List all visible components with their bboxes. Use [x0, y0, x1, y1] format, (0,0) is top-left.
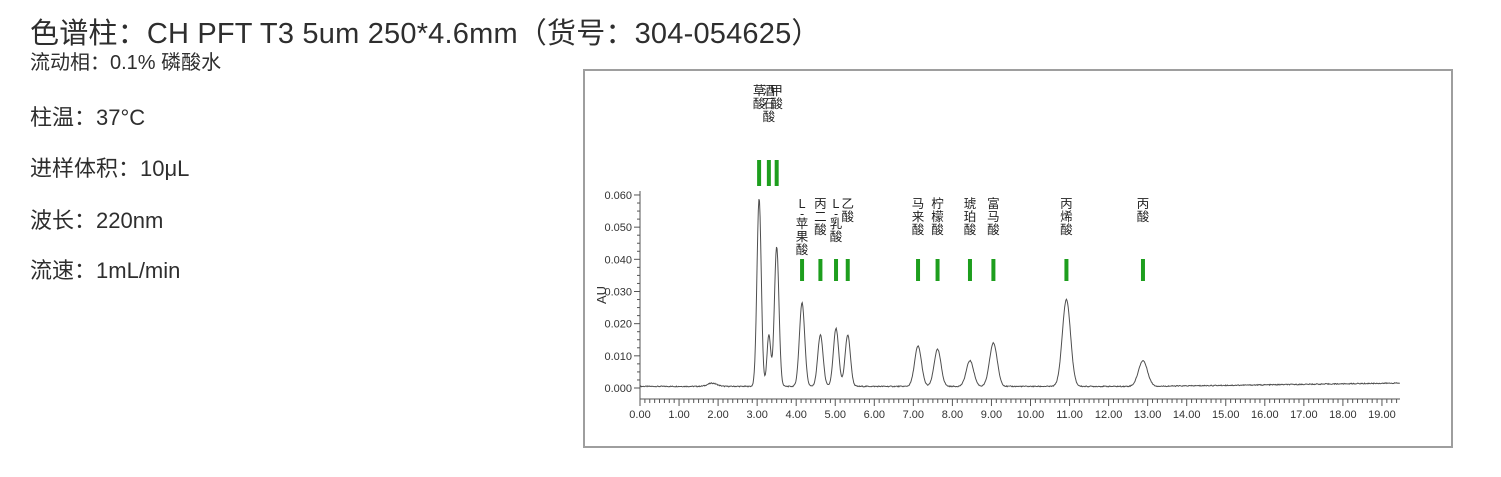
x-tick-label: 9.00: [981, 409, 1002, 421]
peak-label: 甲酸: [770, 84, 783, 111]
peak-label: 草酸: [753, 84, 766, 111]
peak-label: 乙酸: [841, 197, 854, 224]
peak-label: 丙二酸: [814, 197, 827, 237]
chromatogram-plot-area: 0.000 0.010 0.020 0.030 0.040 0.050 0.060 AU 0.0…: [585, 71, 1451, 446]
param-column-temp-value: 37°C: [96, 105, 146, 130]
peak-label: L -苹果酸: [796, 197, 809, 257]
peak-label: 琥珀酸: [964, 197, 977, 237]
x-tick-label: 13.00: [1134, 409, 1162, 421]
param-mobile-phase-label: 流动相：: [30, 52, 110, 74]
peak-marker: [935, 259, 940, 281]
param-column-temp-label: 柱温：: [30, 105, 97, 130]
peak-marker: [845, 259, 850, 281]
param-mobile-phase: 流动相：0.1% 磷酸水: [30, 46, 221, 75]
param-mobile-phase-value: 0.1% 磷酸水: [110, 52, 222, 74]
y-tick-label: 0.000: [604, 383, 632, 395]
x-tick-label: 18.00: [1329, 409, 1357, 421]
x-tick-label: 12.00: [1095, 409, 1123, 421]
x-tick-label: 14.00: [1173, 409, 1201, 421]
x-tick-label: 7.00: [903, 409, 924, 421]
peak-marker: [818, 259, 823, 281]
peak-marker: [774, 160, 779, 186]
y-tick-label: 0.020: [604, 319, 632, 331]
x-tick-label: 3.00: [746, 409, 767, 421]
chromatogram-panel: 0.000 0.010 0.020 0.030 0.040 0.050 0.060 AU 0.0…: [583, 69, 1453, 448]
param-injection-volume-value: 10μL: [140, 156, 190, 181]
x-tick-label: 0.00: [629, 409, 650, 421]
x-tick-label: 17.00: [1290, 409, 1318, 421]
param-flow-rate-value: 1mL/min: [96, 258, 181, 283]
x-tick-label: 10.00: [1017, 409, 1045, 421]
y-tick-label: 0.060: [604, 190, 632, 202]
param-wavelength-label: 波长：: [30, 208, 97, 233]
peak-marker: [834, 259, 839, 281]
y-tick-label: 0.010: [604, 351, 632, 363]
x-tick-label: 15.00: [1212, 409, 1240, 421]
param-wavelength: 波长：220nm: [30, 203, 163, 235]
param-column: 色谱柱：CH PFT T3 5um 250*4.6mm（货号：304-05462…: [30, 10, 821, 52]
param-injection-volume-label: 进样体积：: [30, 156, 141, 181]
y-axis-title: AU: [594, 286, 609, 304]
peak-marker: [1064, 259, 1069, 281]
peak-label: 丙烯酸: [1060, 197, 1073, 237]
y-tick-label: 0.040: [604, 254, 632, 266]
peak-marker: [800, 259, 805, 281]
chromatogram-plot: 0.000 0.010 0.020 0.030 0.040 0.050 0.060 AU 0.0…: [594, 84, 1401, 421]
peak-marker: [766, 160, 771, 186]
peak-marker: [1140, 259, 1145, 281]
peak-label: 酒石酸: [763, 84, 776, 124]
x-tick-label: 5.00: [825, 409, 846, 421]
x-tick-label: 1.00: [668, 409, 689, 421]
peak-label: 柠檬酸: [931, 196, 944, 237]
param-column-label: 色谱柱：: [30, 18, 147, 50]
y-tick-label: 0.030: [604, 286, 632, 298]
param-column-value: CH PFT T3 5um 250*4.6mm（货号：304-054625）: [146, 18, 821, 50]
x-tick-label: 11.00: [1056, 409, 1083, 421]
x-tick-label: 2.00: [707, 409, 728, 421]
peak-marker: [916, 259, 921, 281]
x-tick-label: 16.00: [1251, 409, 1279, 421]
param-injection-volume: 进样体积：10μL: [30, 151, 189, 183]
peak-label: 丙酸: [1137, 197, 1150, 224]
x-tick-label: 4.00: [785, 409, 806, 421]
param-column-temp: 柱温：37°C: [30, 100, 145, 132]
peak-marker: [967, 259, 972, 281]
x-tick-label: 6.00: [864, 409, 885, 421]
param-flow-rate-label: 流速：: [30, 258, 97, 283]
peak-label: L -乳酸: [830, 197, 843, 244]
x-tick-label: 19.00: [1368, 409, 1396, 421]
x-tick-label: 8.00: [942, 409, 963, 421]
peak-label: 马来酸: [912, 197, 925, 237]
peak-label: 富马酸: [987, 196, 1000, 237]
peak-marker: [991, 259, 996, 281]
param-flow-rate: 流速：1mL/min: [30, 253, 180, 285]
chromatogram-trace: [639, 198, 1401, 388]
y-tick-label: 0.050: [604, 222, 632, 234]
method-parameters: 色谱柱：CH PFT T3 5um 250*4.6mm（货号：304-05462…: [0, 0, 820, 477]
param-wavelength-value: 220nm: [96, 208, 164, 233]
peak-marker: [757, 160, 762, 186]
